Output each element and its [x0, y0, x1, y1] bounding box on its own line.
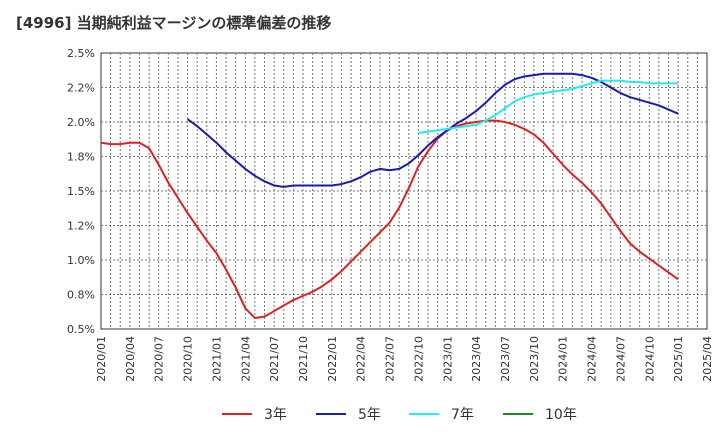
- x-tick-label: 2022/10: [412, 336, 425, 382]
- series-line-3年: [100, 119, 679, 319]
- x-tick-label: 2022/01: [326, 336, 339, 382]
- x-tick-label: 2021/07: [268, 336, 281, 382]
- series-line-7年: [418, 79, 679, 135]
- x-tick-label: 2024/10: [643, 336, 656, 382]
- x-tick-label: 2021/10: [297, 336, 310, 382]
- x-tick-label: 2020/07: [153, 336, 166, 382]
- y-tick-label: 0.8%: [67, 289, 95, 302]
- x-tick-label: 2021/04: [239, 336, 252, 382]
- x-tick-label: 2020/10: [182, 336, 195, 382]
- y-tick-label: 1.2%: [67, 220, 95, 233]
- x-tick-label: 2021/01: [210, 336, 223, 382]
- x-tick-label: 2020/01: [95, 336, 108, 382]
- x-tick-label: 2024/07: [614, 336, 627, 382]
- y-tick-label: 0.5%: [67, 323, 95, 336]
- x-tick-label: 2025/01: [672, 336, 685, 382]
- grid-lines: [101, 53, 707, 329]
- legend-label: 3年: [264, 407, 287, 423]
- y-axis-ticks: 0.5% 0.8% 1.0% 1.2% 1.5% 1.8% 2.0% 2.2% 2.5%: [67, 47, 95, 336]
- plot-area: [100, 52, 708, 330]
- legend: 3年 5年 7年 10年: [222, 407, 577, 423]
- y-tick-label: 1.5%: [67, 185, 95, 198]
- x-tick-label: 2024/04: [586, 336, 599, 382]
- y-tick-label: 1.8%: [67, 151, 95, 164]
- y-tick-label: 2.2%: [67, 82, 95, 95]
- legend-label: 7年: [451, 407, 474, 423]
- x-tick-label: 2025/04: [701, 336, 714, 382]
- x-tick-label: 2023/01: [441, 336, 454, 382]
- y-tick-label: 1.0%: [67, 254, 95, 267]
- x-tick-label: 2023/10: [528, 336, 541, 382]
- x-tick-label: 2023/04: [470, 336, 483, 382]
- series-line-5年: [186, 72, 679, 188]
- y-tick-label: 2.0%: [67, 116, 95, 129]
- x-tick-label: 2020/04: [124, 336, 137, 382]
- x-tick-label: 2024/01: [557, 336, 570, 382]
- x-tick-label: 2023/07: [499, 336, 512, 382]
- x-tick-label: 2022/04: [355, 336, 368, 382]
- legend-label: 5年: [358, 407, 381, 423]
- chart-title: [4996] 当期純利益マージンの標準偏差の推移: [16, 14, 332, 32]
- x-tick-label: 2022/07: [384, 336, 397, 382]
- series-lines: [100, 72, 679, 319]
- y-tick-label: 2.5%: [67, 47, 95, 60]
- x-axis-ticks: 2020/01 2020/04 2020/07 2020/10 2021/01 2021/…: [95, 336, 714, 382]
- legend-label: 10年: [545, 407, 577, 423]
